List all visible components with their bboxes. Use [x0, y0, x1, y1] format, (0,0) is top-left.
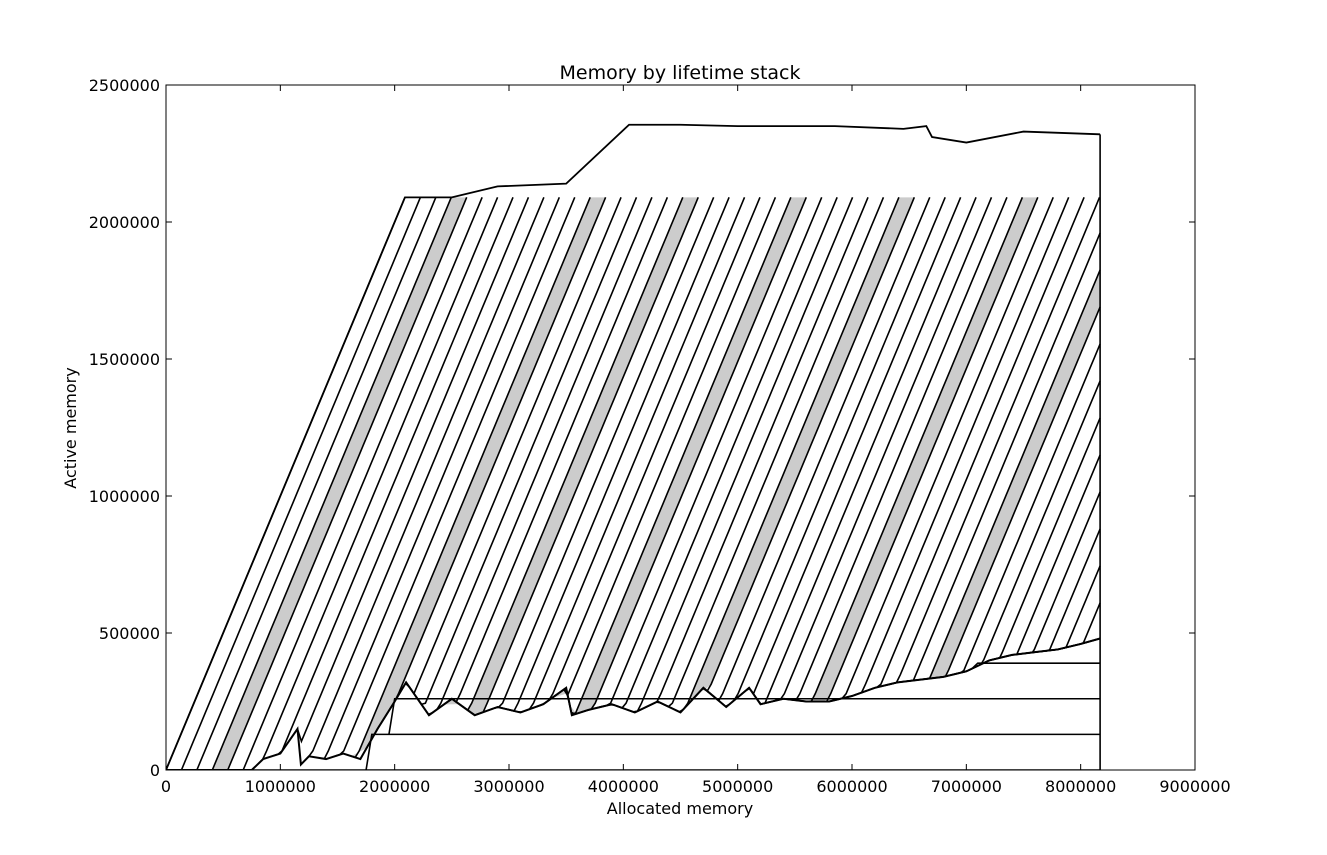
- band-boundary: [242, 197, 483, 770]
- y-tick-label: 2000000: [89, 213, 160, 232]
- band-boundary: [350, 197, 591, 759]
- band-boundary: [551, 197, 792, 716]
- band-boundary: [227, 197, 468, 770]
- band-boundary: [474, 197, 715, 716]
- y-tick-label: 0: [150, 761, 160, 780]
- band-boundary: [690, 197, 931, 702]
- band-boundary: [798, 197, 1039, 703]
- band-boundary: [335, 197, 576, 757]
- band-boundary: [304, 197, 545, 761]
- band-boundary: [381, 197, 622, 723]
- x-axis-ticks: 0 1000000 2000000 3000000 4000000 5000000 6000…: [161, 85, 1231, 796]
- band-boundary: [458, 197, 699, 716]
- y-tick-label: 2500000: [89, 76, 160, 95]
- x-tick-label: 4000000: [588, 777, 659, 796]
- band-boundary: [288, 197, 530, 744]
- band-boundary: [396, 197, 638, 706]
- x-tick-label: 7000000: [931, 777, 1002, 796]
- y-tick-label: 1000000: [89, 487, 160, 506]
- band-boundary: [844, 197, 1085, 699]
- band-boundary: [489, 197, 730, 712]
- band-boundary: [597, 197, 838, 709]
- band-boundary: [721, 197, 962, 708]
- band-boundary: [196, 197, 437, 770]
- band-boundary: [767, 197, 1008, 704]
- band-boundary: [365, 197, 607, 749]
- band-boundary: [320, 197, 561, 760]
- shaded-band: [212, 197, 467, 770]
- y-axis-ticks: 0 500000 1000000 1500000 2000000 2500000: [89, 76, 1195, 780]
- y-tick-label: 1500000: [89, 350, 160, 369]
- x-tick-label: 3000000: [473, 777, 544, 796]
- noisy-baseline-line: [166, 637, 1101, 770]
- x-axis-label: Allocated memory: [607, 799, 753, 818]
- band-boundary: [628, 197, 869, 713]
- shaded-band: [659, 197, 915, 712]
- band-boundary: [751, 197, 993, 706]
- lifetime-bands: [166, 124, 1101, 770]
- band-boundary: [705, 197, 946, 708]
- plot-area-frame: [165, 84, 1196, 771]
- x-tick-label: 8000000: [1045, 777, 1116, 796]
- x-tick-label: 1000000: [245, 777, 316, 796]
- band-boundary: [211, 197, 452, 770]
- band-boundary: [258, 197, 499, 764]
- band-boundary: [443, 197, 684, 712]
- x-tick-label: 0: [161, 777, 171, 796]
- band-boundary: [505, 197, 746, 713]
- x-tick-label: 6000000: [816, 777, 887, 796]
- band-boundary: [582, 197, 823, 713]
- baseline-layer: [365, 733, 1101, 770]
- band-boundary: [814, 197, 1054, 703]
- band-boundary: [566, 197, 808, 715]
- band-boundary: [273, 197, 514, 757]
- upper-envelope: [166, 123, 1101, 770]
- band-boundary: [644, 197, 885, 709]
- shaded-band: [783, 197, 1038, 702]
- envelope-line: [166, 123, 1101, 770]
- x-tick-label: 2000000: [359, 777, 430, 796]
- baseline-layer: [388, 697, 1101, 735]
- shaded-band: [443, 197, 699, 715]
- band-boundary: [829, 197, 1070, 703]
- x-tick-label: 9000000: [1159, 777, 1230, 796]
- y-tick-label: 500000: [99, 624, 160, 643]
- band-boundary: [659, 197, 900, 714]
- band-boundary: [412, 197, 653, 717]
- band-boundary: [783, 197, 1024, 703]
- band-boundary: [860, 197, 1101, 694]
- shaded-band: [551, 197, 807, 715]
- chart-title: Memory by lifetime stack: [560, 62, 801, 84]
- shaded-band: [351, 197, 606, 757]
- band-boundary: [675, 197, 916, 713]
- noisy-baseline: [166, 637, 1101, 770]
- band-boundary: [736, 197, 977, 706]
- band-boundary: [520, 197, 761, 714]
- band-boundary: [536, 197, 777, 708]
- band-boundary: [428, 197, 669, 716]
- band-boundary: [180, 197, 422, 770]
- band-boundary: [613, 197, 854, 713]
- x-tick-label: 5000000: [702, 777, 773, 796]
- y-axis-label: Active memory: [61, 367, 80, 488]
